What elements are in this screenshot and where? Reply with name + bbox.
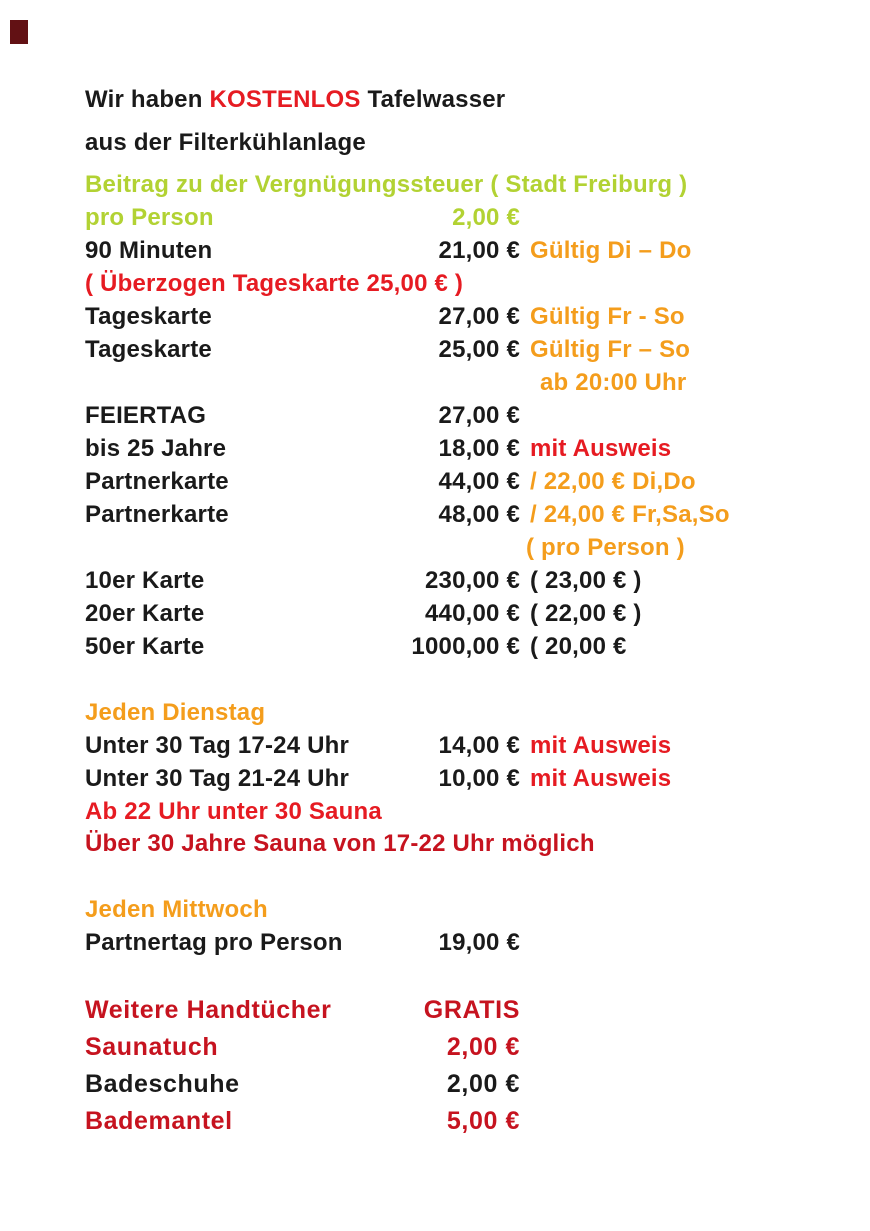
text-segment: Jeden Mittwoch [85, 896, 268, 923]
item-label: Partnerkarte [85, 501, 229, 528]
item-price: 2,00 € [446, 1070, 520, 1098]
header-jeden-mittwoch: Jeden Mittwoch [85, 896, 268, 923]
row-partnertag: Partnertag pro Person 19,00 € [85, 929, 780, 956]
item-note: Gültig Fr – So [530, 336, 691, 363]
item-label: Bademantel [85, 1107, 233, 1135]
row-pro-person-tax: pro Person 2,00 € [85, 204, 780, 231]
item-note: mit Ausweis [530, 435, 672, 462]
item-note: / 22,00 € Di,Do [530, 468, 696, 495]
item-note: mit Ausweis [530, 732, 672, 759]
row-bis-25-jahre: bis 25 Jahre 18,00 € mit Ausweis [85, 435, 780, 462]
item-price: 18,00 € [438, 435, 520, 462]
text-segment: ( Überzogen Tageskarte 25,00 € ) [85, 270, 464, 297]
row-unter30-17-24: Unter 30 Tag 17-24 Uhr 14,00 € mit Ausweis [85, 732, 780, 759]
item-price: 2,00 € [452, 204, 520, 231]
item-note: ( 23,00 € ) [530, 567, 642, 594]
scan-artifact-mark [10, 20, 28, 44]
item-label: 50er Karte [85, 633, 205, 660]
tax-header: Beitrag zu der Vergnügungssteuer ( Stadt… [85, 171, 687, 198]
item-price: 1000,00 € [411, 633, 520, 660]
item-label: Tageskarte [85, 303, 212, 330]
item-price: 19,00 € [438, 929, 520, 956]
item-price: 2,00 € [446, 1033, 520, 1061]
item-note: Gültig Fr - So [530, 303, 685, 330]
item-price: GRATIS [423, 996, 520, 1024]
row-unter30-21-24: Unter 30 Tag 21-24 Uhr 10,00 € mit Ausweis [85, 765, 780, 792]
row-10er-karte: 10er Karte 230,00 € ( 23,00 € ) [85, 567, 780, 594]
item-label: Weitere Handtücher [85, 996, 332, 1024]
line-ab-2000-uhr: ab 20:00 Uhr [540, 369, 686, 396]
row-badeschuhe: Badeschuhe 2,00 € [85, 1071, 780, 1098]
text-segment: Über 30 Jahre Sauna von 17-22 Uhr möglic… [85, 830, 595, 857]
line-ueberzogen: ( Überzogen Tageskarte 25,00 € ) [85, 270, 463, 297]
item-price: 27,00 € [438, 402, 520, 429]
text-segment: Wir haben [85, 86, 210, 113]
line-pro-person-note: ( pro Person ) [526, 534, 685, 561]
item-label: 10er Karte [85, 567, 205, 594]
item-label: FEIERTAG [85, 402, 207, 429]
item-note: ( 22,00 € ) [530, 600, 642, 627]
text-segment: Jeden Dienstag [85, 699, 266, 726]
item-price: 25,00 € [438, 336, 520, 363]
item-note: / 24,00 € Fr,Sa,So [530, 501, 730, 528]
row-20er-karte: 20er Karte 440,00 € ( 22,00 € ) [85, 600, 780, 627]
line-ab-22-uhr: Ab 22 Uhr unter 30 Sauna [85, 798, 382, 825]
item-price: 10,00 € [438, 765, 520, 792]
text-segment: Ab 22 Uhr unter 30 Sauna [85, 798, 382, 825]
item-label: Saunatuch [85, 1033, 219, 1061]
text-segment: aus der Filterkühlanlage [85, 129, 366, 156]
row-tageskarte-25: Tageskarte 25,00 € Gültig Fr – So [85, 336, 780, 363]
item-label: Unter 30 Tag 21-24 Uhr [85, 765, 350, 792]
text-segment: ab 20:00 Uhr [540, 369, 687, 396]
item-price: 27,00 € [438, 303, 520, 330]
intro-line-2: aus der Filterkühlanlage [85, 129, 366, 156]
row-90-minuten: 90 Minuten 21,00 € Gültig Di – Do [85, 237, 780, 264]
item-note: Gültig Di – Do [530, 237, 692, 264]
intro-line-1: Wir haben KOSTENLOS Tafelwasser [85, 86, 505, 113]
row-saunatuch: Saunatuch 2,00 € [85, 1034, 780, 1061]
item-price: 48,00 € [438, 501, 520, 528]
row-weitere-handtuecher: Weitere Handtücher GRATIS [85, 997, 780, 1024]
item-label: Badeschuhe [85, 1070, 240, 1098]
item-label: 20er Karte [85, 600, 205, 627]
item-label: Partnertag pro Person [85, 929, 343, 956]
item-label: 90 Minuten [85, 237, 213, 264]
item-label: bis 25 Jahre [85, 435, 227, 462]
item-note: mit Ausweis [530, 765, 672, 792]
item-note: ( 20,00 € [530, 633, 627, 660]
item-label: Partnerkarte [85, 468, 229, 495]
item-price: 44,00 € [438, 468, 520, 495]
text-segment: Beitrag zu der Vergnügungssteuer ( Stadt… [85, 171, 688, 198]
header-jeden-dienstag: Jeden Dienstag [85, 699, 265, 726]
row-bademantel: Bademantel 5,00 € [85, 1108, 780, 1135]
item-price: 21,00 € [438, 237, 520, 264]
row-tageskarte-27: Tageskarte 27,00 € Gültig Fr - So [85, 303, 780, 330]
row-50er-karte: 50er Karte 1000,00 € ( 20,00 € [85, 633, 780, 660]
row-partnerkarte-48: Partnerkarte 48,00 € / 24,00 € Fr,Sa,So [85, 501, 780, 528]
item-price: 230,00 € [424, 567, 520, 594]
item-price: 440,00 € [424, 600, 520, 627]
row-partnerkarte-44: Partnerkarte 44,00 € / 22,00 € Di,Do [85, 468, 780, 495]
item-label: Unter 30 Tag 17-24 Uhr [85, 732, 350, 759]
item-label: Tageskarte [85, 336, 212, 363]
row-feiertag: FEIERTAG 27,00 € [85, 402, 780, 429]
text-segment: Tafelwasser [360, 86, 506, 113]
text-segment: ( pro Person ) [526, 534, 685, 561]
item-price: 5,00 € [446, 1107, 520, 1135]
line-ueber-30-jahre: Über 30 Jahre Sauna von 17-22 Uhr möglic… [85, 830, 595, 857]
text-segment: KOSTENLOS [209, 86, 361, 113]
item-label: pro Person [85, 204, 214, 231]
item-price: 14,00 € [438, 732, 520, 759]
